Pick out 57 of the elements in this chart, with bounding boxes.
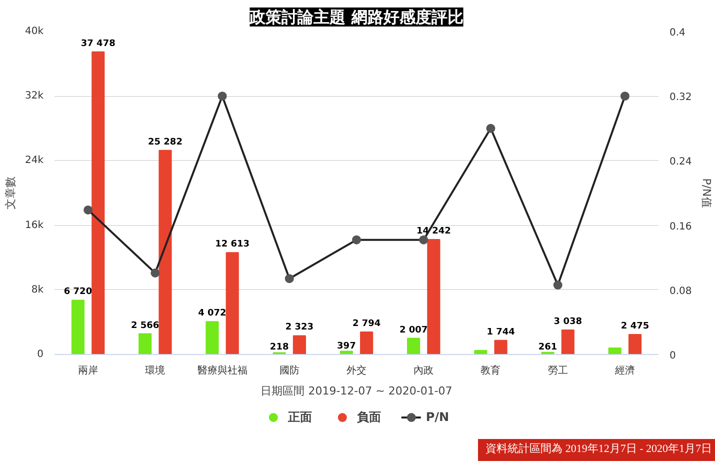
x-tick-label: 國防 <box>279 364 300 376</box>
bar <box>92 51 105 354</box>
data-label: 25 282 <box>148 137 182 148</box>
y2-tick-label: 0.4 <box>670 28 686 38</box>
bar <box>206 321 219 354</box>
legend-label: P/N <box>426 410 450 424</box>
data-label: 37 478 <box>80 38 116 49</box>
data-label: 261 <box>538 342 558 352</box>
y2-axis-title: P/N值 <box>700 178 713 208</box>
y2-tick-label: 0 <box>670 350 676 362</box>
data-label: 2 475 <box>620 322 650 332</box>
y2-tick-label: 0.32 <box>670 92 692 104</box>
y-tick-label: 24k <box>24 155 44 166</box>
x-tick-label: 內政 <box>414 364 434 376</box>
y-axis-title: 文章數 <box>4 176 17 210</box>
data-label: 397 <box>337 341 356 352</box>
y-tick-label: 8k <box>31 284 44 296</box>
data-label: 2 566 <box>131 320 160 331</box>
data-label: 2 323 <box>285 322 314 333</box>
x-tick-label: 環境 <box>145 364 166 376</box>
data-label: 4 072 <box>198 308 226 319</box>
bar <box>561 329 574 354</box>
bar <box>138 333 152 354</box>
bar <box>226 252 239 354</box>
data-label: 3 038 <box>554 316 582 327</box>
data-label: 1 744 <box>486 327 515 338</box>
y-tick-label: 16k <box>24 220 44 231</box>
bar <box>71 300 85 354</box>
chart-title: 政策討論主題 網路好感度評比 <box>248 8 464 26</box>
x-tick-label: 勞工 <box>548 364 568 376</box>
y2-tick-label: 0.24 <box>670 156 692 168</box>
y-tick-label: 32k <box>24 90 44 102</box>
y-tick-label: 0 <box>37 349 44 360</box>
data-label: 12 613 <box>215 240 250 250</box>
y-tick-label: 40k <box>24 26 44 37</box>
text: 資料統計區間為 2019年12月7日 - 2020年1月7日 <box>478 439 715 461</box>
x-tick-label: 經濟 <box>614 364 635 376</box>
data-label: 2 007 <box>399 325 428 336</box>
x-tick-label: 兩岸 <box>78 364 98 376</box>
y2-tick-label: 0.16 <box>670 221 692 232</box>
bar <box>360 331 374 354</box>
bar <box>628 334 642 354</box>
bar <box>158 150 172 354</box>
y2-tick-label: 0.08 <box>670 286 692 297</box>
x-tick-label: 教育 <box>480 364 501 376</box>
data-label: 218 <box>270 342 289 353</box>
bar <box>427 238 440 354</box>
x-axis-title: 日期區間 2019-12-07 ~ 2020-01-07 <box>260 384 452 398</box>
bar <box>608 348 622 354</box>
legend-label: 負面 <box>356 408 381 426</box>
x-tick-label: 醫療與社福 <box>197 364 248 376</box>
bar <box>292 335 306 354</box>
bar <box>407 338 420 354</box>
legend-label: 正面 <box>288 408 312 426</box>
data-label: 2 794 <box>352 318 381 329</box>
x-tick-label: 外交 <box>346 364 366 376</box>
bar <box>494 340 508 354</box>
